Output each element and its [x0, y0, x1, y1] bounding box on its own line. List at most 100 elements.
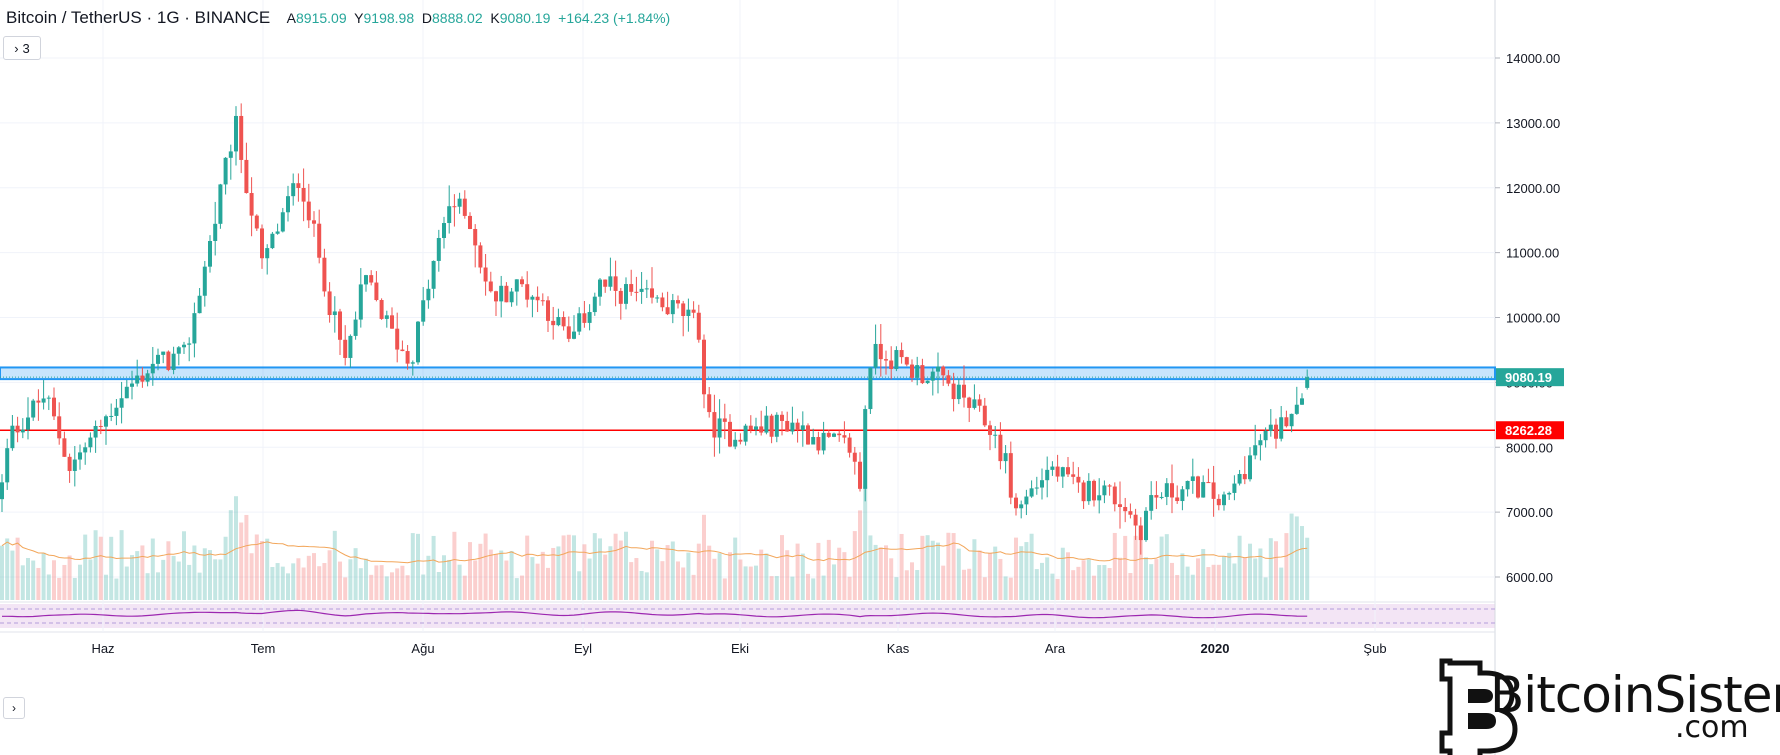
- candle-body: [956, 384, 961, 400]
- candle: [639, 271, 644, 304]
- volume-bar: [686, 552, 691, 600]
- volume-bar: [800, 553, 805, 600]
- time-tick-label: Tem: [251, 641, 276, 656]
- volume-bar: [457, 564, 462, 600]
- candle: [956, 378, 961, 405]
- candle: [572, 315, 576, 340]
- candle-body: [1003, 453, 1008, 462]
- candle-body: [405, 351, 410, 364]
- candle-body: [967, 397, 972, 408]
- candle-body: [686, 309, 691, 317]
- candle-body: [863, 409, 868, 489]
- volume-bar: [525, 535, 530, 600]
- candle-body: [821, 432, 826, 451]
- candle: [213, 201, 218, 256]
- candle-body: [587, 312, 592, 323]
- candle: [1248, 447, 1252, 482]
- candle-body: [145, 373, 150, 382]
- volume-bar: [254, 534, 259, 600]
- candle: [15, 416, 20, 443]
- candle: [1123, 497, 1128, 523]
- symbol-title[interactable]: Bitcoin / TetherUS · 1G · BINANCE: [6, 8, 271, 27]
- candle: [982, 397, 987, 428]
- volume-bar: [15, 537, 20, 600]
- volume-bar: [1086, 559, 1091, 600]
- candle-body: [150, 363, 155, 374]
- volume-bar: [36, 567, 41, 600]
- subpane-toggle-button[interactable]: ›: [3, 697, 25, 719]
- candle: [858, 452, 862, 492]
- volume-bar: [878, 547, 883, 600]
- candle: [696, 304, 701, 343]
- volume-bar: [280, 566, 285, 600]
- candle: [280, 207, 285, 233]
- candle: [78, 444, 82, 470]
- volume-bar: [670, 541, 675, 600]
- candle: [26, 397, 30, 440]
- volume-bar: [691, 574, 696, 600]
- candle: [291, 173, 296, 206]
- candle-body: [561, 317, 566, 327]
- candle: [1164, 478, 1169, 506]
- candle: [800, 411, 805, 447]
- candle-body: [244, 159, 249, 194]
- candle-body: [577, 313, 582, 332]
- time-axis: Haz Tem Ağu Eyl Eki Kas Ara 2020 Şub: [91, 641, 1386, 656]
- volume-bar: [473, 560, 478, 600]
- candle: [1279, 406, 1284, 442]
- candle-body: [390, 315, 394, 329]
- volume-bar: [1092, 575, 1096, 600]
- candle: [811, 428, 816, 445]
- candle-body: [878, 343, 883, 360]
- candle: [364, 274, 368, 292]
- volume-bar: [260, 540, 264, 600]
- volume-bar: [811, 578, 816, 600]
- candle-body: [1211, 482, 1216, 499]
- volume-bar: [494, 553, 498, 600]
- candle-body: [873, 343, 878, 368]
- volume-bar: [1102, 565, 1107, 600]
- candle-body: [213, 223, 218, 241]
- volume-bar: [31, 560, 36, 600]
- candle: [910, 359, 914, 382]
- candle: [681, 300, 686, 337]
- candle: [577, 307, 582, 336]
- candle-body: [286, 196, 290, 213]
- candle-body: [57, 416, 62, 439]
- candle: [1060, 466, 1065, 488]
- candle: [488, 271, 493, 293]
- candle: [41, 380, 46, 410]
- candle: [442, 216, 446, 249]
- volume-bar: [546, 567, 550, 600]
- candle-body: [197, 295, 202, 314]
- indicators-toggle-button[interactable]: › 3: [3, 36, 41, 60]
- volume-bar: [176, 561, 181, 600]
- volume-bar: [1149, 564, 1154, 600]
- candle: [946, 370, 951, 387]
- candle-body: [410, 362, 415, 364]
- volume-bar: [1253, 558, 1258, 600]
- volume-bar: [759, 549, 764, 600]
- candle: [1222, 491, 1226, 511]
- volume-bar: [785, 550, 790, 600]
- volume-bar: [52, 560, 56, 600]
- candle-body: [124, 386, 129, 399]
- candle-body: [1092, 480, 1096, 501]
- candle: [988, 420, 992, 451]
- volume-bar: [1008, 577, 1013, 600]
- high-label: Y: [354, 10, 364, 26]
- candle-body: [260, 228, 264, 259]
- candle-body: [795, 422, 800, 431]
- volume-bar: [83, 534, 88, 600]
- candle: [1092, 479, 1096, 507]
- volume-bar: [249, 553, 254, 600]
- volume-bar: [327, 550, 332, 600]
- candle-body: [993, 434, 998, 436]
- volume-bar: [312, 553, 316, 600]
- candle-body: [93, 425, 98, 438]
- candle-body: [208, 240, 212, 267]
- candle-body: [291, 183, 296, 197]
- candle-body: [676, 300, 680, 304]
- candle: [790, 406, 795, 435]
